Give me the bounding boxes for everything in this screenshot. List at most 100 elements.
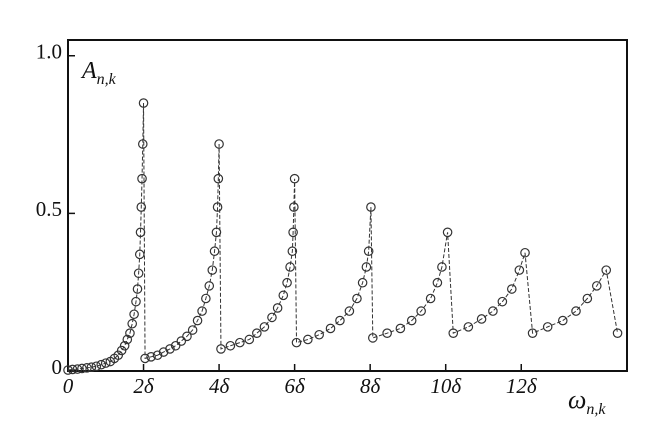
data-point <box>303 334 313 345</box>
data-point <box>285 262 295 272</box>
data-point <box>212 202 223 212</box>
y-axis-label: An,k <box>80 58 117 88</box>
data-point <box>131 296 141 307</box>
data-point <box>122 334 133 345</box>
data-point <box>361 262 372 272</box>
x-tick-label: 10δ <box>430 374 462 398</box>
data-point <box>138 98 149 108</box>
x-axis-label: ωn,k <box>568 385 606 418</box>
data-point <box>395 323 406 334</box>
data-point <box>235 337 245 348</box>
x-tick-label: 8δ <box>360 374 382 398</box>
data-point <box>132 284 143 294</box>
data-point <box>463 322 474 332</box>
data-point <box>591 281 602 291</box>
data-point <box>213 173 224 184</box>
data-point <box>287 246 298 257</box>
data-point <box>82 363 92 373</box>
data-point <box>335 315 345 326</box>
data-point <box>476 314 487 324</box>
data-point <box>201 293 211 304</box>
data-point <box>289 173 300 184</box>
data-point <box>244 334 255 345</box>
data-point <box>216 344 226 354</box>
data-point <box>165 344 175 354</box>
data-point <box>137 173 147 184</box>
data-point <box>507 284 517 294</box>
data-point <box>571 306 581 316</box>
data-point <box>72 364 83 374</box>
data-point <box>252 328 262 338</box>
data-point <box>136 202 147 212</box>
data-point <box>437 262 447 272</box>
data-point <box>291 337 302 348</box>
data-point <box>135 227 146 238</box>
x-tick-label: 0 <box>63 374 74 398</box>
data-point <box>182 331 192 342</box>
x-tick-label: 4δ <box>209 374 231 398</box>
data-point <box>514 265 525 275</box>
x-tick-label: 6δ <box>284 374 306 398</box>
y-tick-label: 0.5 <box>36 197 62 221</box>
data-point <box>225 340 236 351</box>
data-point <box>278 290 289 301</box>
data-point <box>442 227 453 238</box>
data-point <box>152 350 163 361</box>
data-point <box>416 306 426 316</box>
data-point <box>77 363 87 374</box>
data-point <box>214 139 224 149</box>
data-point <box>425 293 436 304</box>
data-point <box>207 265 218 275</box>
data-point <box>211 227 222 238</box>
data-point <box>448 328 459 338</box>
data-point <box>259 322 270 332</box>
data-point <box>520 247 530 258</box>
data-point <box>325 323 336 334</box>
data-point <box>601 265 612 275</box>
data-point <box>63 365 73 375</box>
data-point <box>272 303 283 313</box>
data-point <box>557 315 568 326</box>
data-point <box>314 329 324 340</box>
data-point <box>119 340 130 351</box>
data-point <box>140 353 150 364</box>
y-tick-label: 1.0 <box>36 40 62 64</box>
data-point <box>67 364 78 375</box>
data-point <box>127 318 138 329</box>
data-point <box>282 277 292 288</box>
data-point <box>366 202 376 212</box>
data-point <box>406 315 417 326</box>
data-point <box>363 246 374 257</box>
x-tick-label: 2δ <box>133 374 155 398</box>
data-point <box>582 293 593 304</box>
data-point <box>133 268 144 279</box>
data-point <box>368 333 378 343</box>
data-point <box>344 306 355 316</box>
data-point <box>86 362 97 373</box>
data-point <box>612 328 623 338</box>
data-point <box>100 358 111 368</box>
data-point <box>134 249 145 260</box>
data-point <box>497 296 508 307</box>
data-point <box>352 293 362 304</box>
data-point <box>91 361 102 372</box>
data-point <box>192 315 203 326</box>
data-point <box>527 328 538 338</box>
data-point <box>488 306 498 316</box>
data-point <box>187 325 198 335</box>
y-tick-label: 0 <box>52 355 63 379</box>
data-point <box>176 336 187 346</box>
data-point <box>197 306 207 316</box>
data-point <box>432 277 443 288</box>
plot-frame <box>67 39 628 372</box>
data-line <box>67 103 619 371</box>
data-point <box>542 322 553 332</box>
data-point <box>96 359 107 370</box>
data-point <box>289 202 299 212</box>
data-point <box>267 312 277 323</box>
x-tick-label: 12δ <box>506 374 538 398</box>
data-point <box>129 309 139 320</box>
data-point <box>209 246 220 257</box>
data-point <box>116 345 127 356</box>
